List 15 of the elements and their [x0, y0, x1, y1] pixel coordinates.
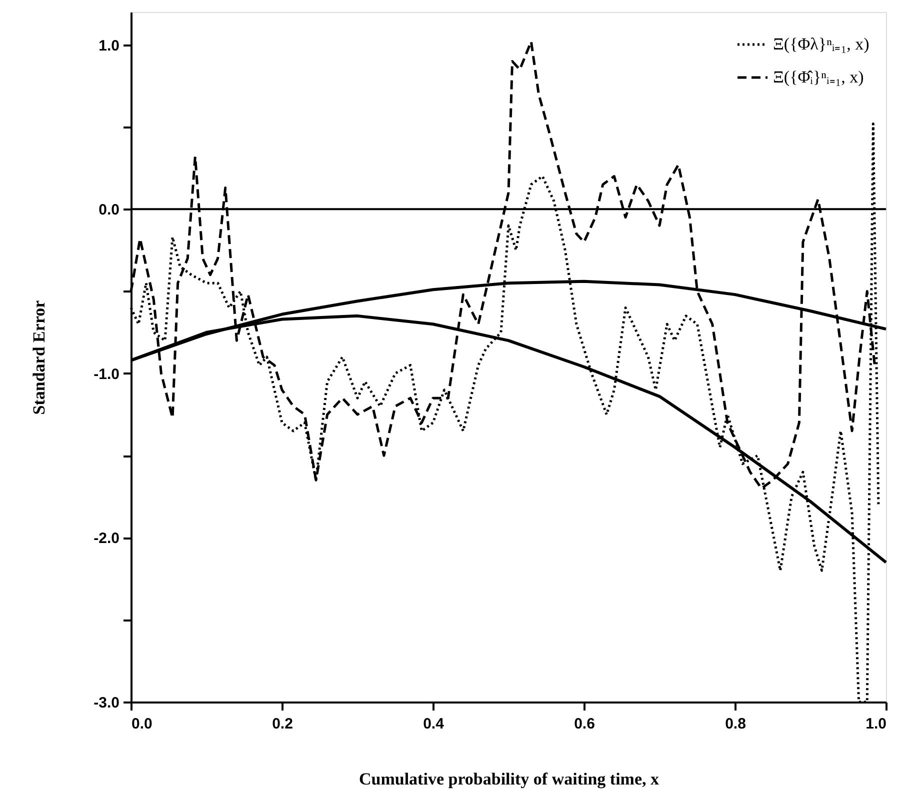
x-tick-label: 0.2	[272, 716, 293, 732]
x-tick-label: 0.0	[132, 716, 152, 732]
x-tick-label: 0.8	[725, 716, 746, 732]
y-axis-title: Standard Error	[30, 300, 49, 415]
x-tick-label: 0.4	[423, 716, 445, 732]
x-tick-label: 0.6	[574, 716, 595, 732]
y-tick-label: -1.0	[94, 366, 120, 383]
legend-label: Ξ({Φ̂ᵢ}ⁿᵢ₌₁, x)	[773, 68, 864, 86]
x-axis-title: Cumulative probability of waiting time, x	[358, 770, 660, 788]
x-tick-label: 1.0	[866, 716, 886, 732]
legend-label: Ξ({Φλ}ⁿᵢ₌₁, x)	[773, 34, 870, 54]
y-tick-label: -3.0	[94, 694, 120, 712]
y-tick-label: 0.0	[98, 202, 120, 219]
y-tick-label: 1.0	[98, 37, 120, 54]
y-tick-label: -2.0	[94, 530, 120, 548]
